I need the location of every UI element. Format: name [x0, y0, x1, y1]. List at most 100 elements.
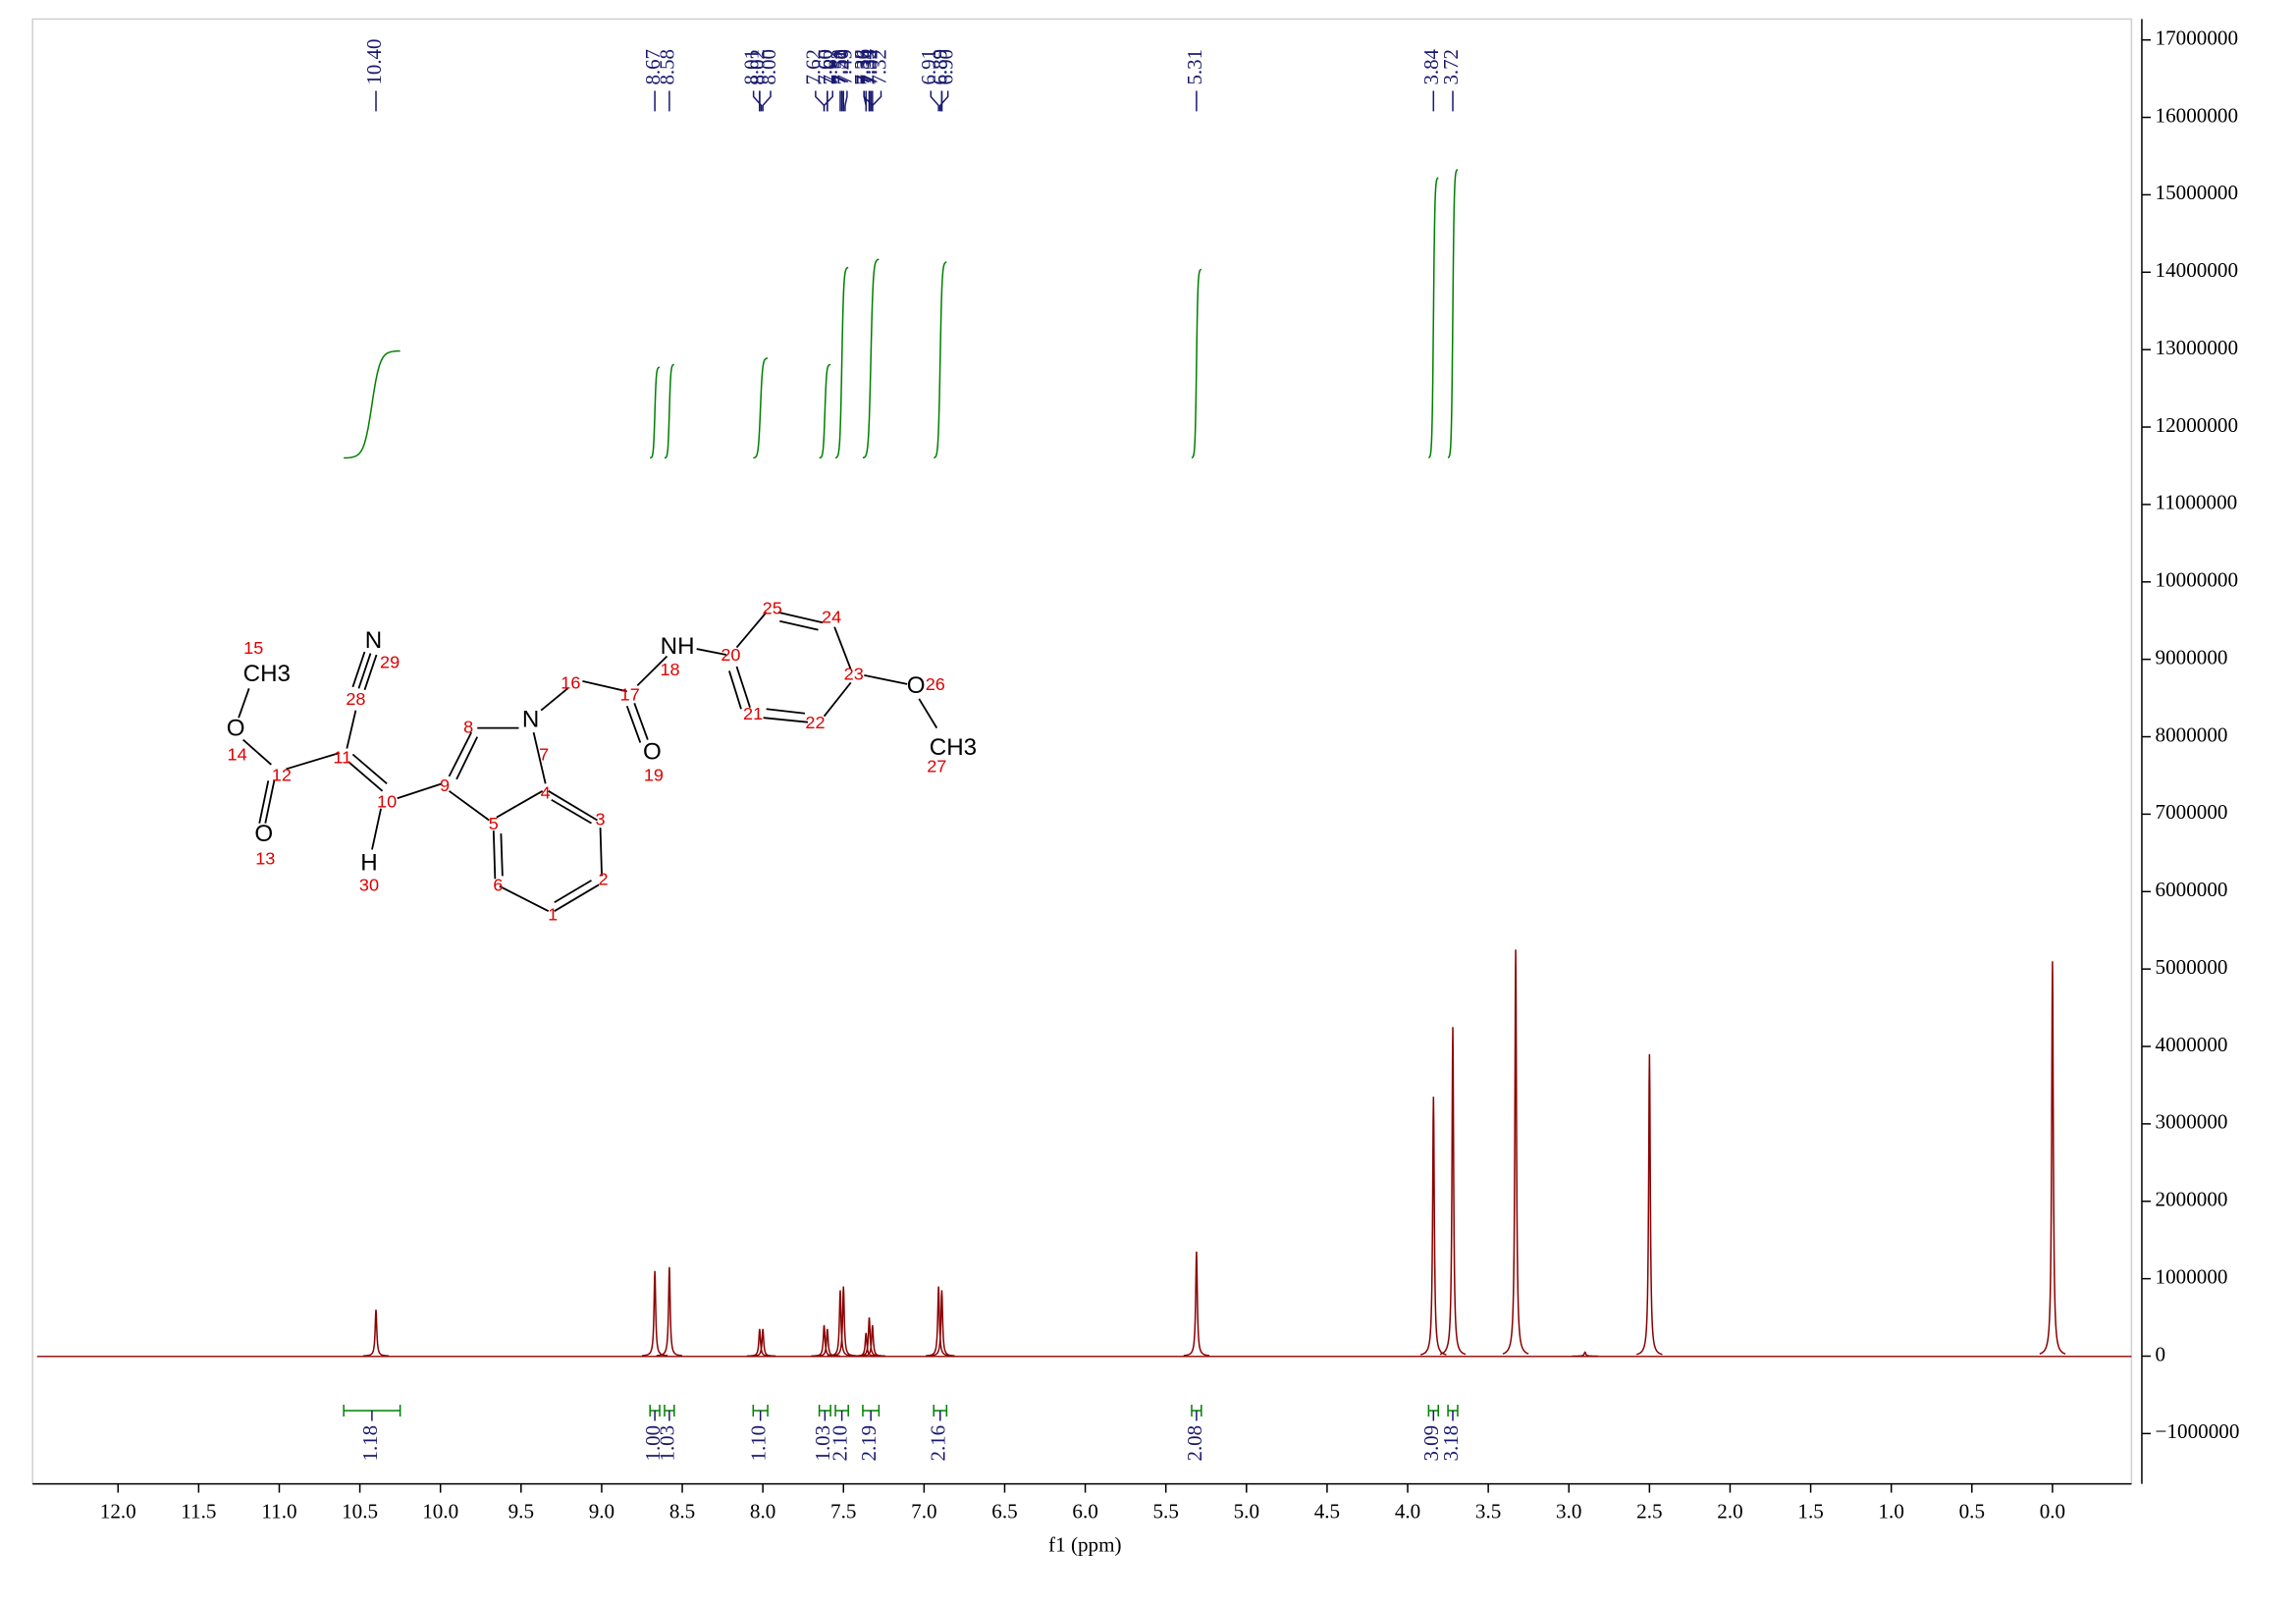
bond	[238, 688, 250, 719]
atom-number: 22	[805, 713, 825, 732]
bond	[496, 790, 544, 819]
peak-label: 7.36	[852, 49, 876, 85]
peak	[1572, 1351, 1598, 1358]
x-tick-label: 1.5	[1797, 1499, 1823, 1523]
bond	[636, 655, 668, 687]
atom-number: 28	[346, 689, 365, 709]
bond	[766, 708, 806, 715]
integral-curve	[862, 258, 880, 459]
bond	[779, 619, 819, 631]
x-tick-label: 11.0	[261, 1499, 296, 1523]
bond	[363, 654, 378, 691]
bond	[499, 885, 550, 912]
peak	[1420, 1096, 1447, 1356]
bond	[286, 752, 341, 771]
peak	[749, 1328, 776, 1358]
peak-label: 7.33	[857, 49, 881, 85]
bond	[864, 674, 908, 685]
x-axis-label: f1 (ppm)	[1048, 1533, 1122, 1557]
peak-label: 7.60	[814, 49, 837, 85]
bond	[551, 798, 592, 825]
integral-curve	[753, 357, 769, 459]
y-tick-label: 5000000	[2156, 955, 2228, 979]
peak-label-leader	[872, 90, 882, 112]
integral-curve	[1447, 168, 1459, 458]
peak	[2039, 961, 2066, 1355]
integral-curve	[819, 363, 831, 459]
peak	[1439, 1027, 1467, 1356]
y-tick-label: 3000000	[2156, 1110, 2228, 1134]
x-tick-label: 7.0	[911, 1499, 936, 1523]
peak	[656, 1266, 683, 1357]
x-tick-label: 3.0	[1556, 1499, 1581, 1523]
peak-label-leader	[823, 90, 833, 112]
peak	[811, 1324, 837, 1358]
atom-number: 27	[927, 757, 946, 776]
peak	[827, 1290, 854, 1357]
atom-number: 16	[561, 673, 580, 693]
x-tick-label: 4.0	[1395, 1499, 1420, 1523]
atom-number: 2	[599, 870, 609, 889]
peak-label: 7.32	[859, 49, 882, 85]
atom-label: O	[254, 821, 273, 847]
integral-label: 2.10	[828, 1425, 851, 1462]
x-tick-label: 7.5	[830, 1499, 856, 1523]
peak-label: 6.89	[928, 49, 951, 85]
atom-number: 29	[380, 653, 400, 672]
atom-label: H	[360, 850, 377, 877]
x-tick-label: 5.0	[1234, 1499, 1259, 1523]
x-tick-label: 0.5	[1959, 1499, 1985, 1523]
peak-label: 8.00	[757, 49, 780, 85]
integral-label: 3.18	[1439, 1425, 1463, 1462]
bond	[582, 680, 627, 693]
peak-label: 7.34	[855, 49, 879, 85]
integral-curve	[1428, 177, 1439, 459]
peak-label: 7.49	[833, 49, 857, 85]
bond	[554, 880, 592, 903]
bond	[532, 731, 547, 784]
peak-label-leader	[752, 90, 763, 112]
peak	[362, 1310, 390, 1357]
bond	[371, 808, 382, 850]
bond	[696, 648, 727, 656]
atom-number: 26	[926, 674, 945, 694]
peak-label: 6.91	[917, 49, 940, 85]
integral-label: 1.03	[656, 1425, 679, 1462]
integral-label: 1.03	[811, 1425, 834, 1462]
bond	[735, 666, 751, 709]
peak	[929, 1290, 955, 1357]
peak-label: 6.89	[928, 49, 951, 85]
atom-number: 9	[440, 775, 450, 795]
peak	[925, 1286, 952, 1357]
peak-label-leader	[844, 90, 848, 112]
atom-number: 11	[333, 748, 351, 768]
bond	[554, 883, 600, 912]
x-tick-label: 12.0	[100, 1499, 136, 1523]
x-tick-label: 0.0	[2040, 1499, 2065, 1523]
atom-label: NH	[661, 633, 695, 660]
integral-label: 3.09	[1419, 1425, 1443, 1462]
peak	[1183, 1252, 1210, 1357]
x-tick-label: 6.5	[991, 1499, 1017, 1523]
peak	[830, 1286, 857, 1357]
integral-curve	[664, 363, 674, 459]
bond	[918, 698, 938, 729]
x-tick-label: 9.0	[589, 1499, 614, 1523]
x-tick-label: 9.5	[508, 1499, 534, 1523]
atom-number: 19	[644, 766, 664, 785]
atom-number: 13	[255, 849, 275, 869]
integral-curve	[1191, 268, 1202, 459]
y-tick-label: 12000000	[2156, 413, 2238, 437]
x-tick-label: 3.5	[1475, 1499, 1501, 1523]
atom-number: 12	[272, 766, 292, 785]
bond	[633, 702, 649, 740]
x-tick-label: 4.5	[1314, 1499, 1340, 1523]
atom-label: N	[365, 627, 382, 654]
peak-label: 7.52	[827, 49, 850, 85]
peak-label: 6.90	[934, 49, 957, 85]
bond	[351, 651, 366, 688]
integral-curve	[834, 266, 849, 459]
peak	[641, 1270, 668, 1357]
x-tick-label: 11.5	[181, 1499, 216, 1523]
bond	[351, 753, 388, 785]
